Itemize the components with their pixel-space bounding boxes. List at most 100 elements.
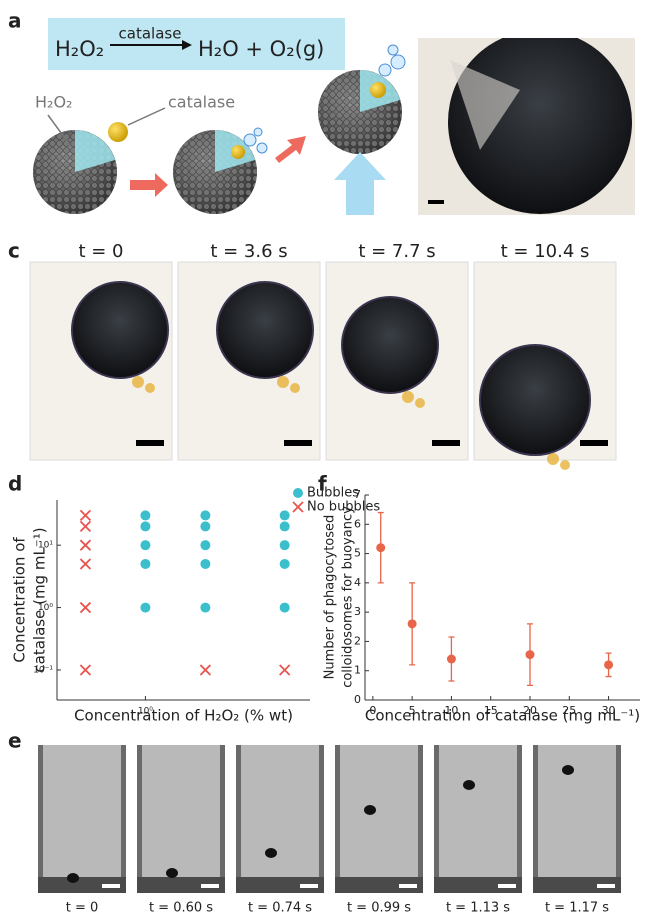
marker [140,540,150,550]
catalase-droplet [277,376,289,388]
colloidosome [67,873,79,883]
y-axis-label: Number of phagocytosed [323,515,338,680]
marker [200,603,210,613]
colloidosome [562,765,574,775]
scale-bar [432,440,460,446]
catalase-droplet [402,391,414,403]
time-label: t = 10.4 s [501,241,590,262]
photo-b [418,30,635,215]
marker [200,559,210,569]
catalase-droplet [132,376,144,388]
y-tick-label: 0 [354,693,361,706]
tube-wall [121,745,126,893]
marker [140,521,150,531]
photo-frame [38,745,126,893]
time-label: t = 0.74 s [248,901,312,916]
x-axis-label: Concentration of H₂O₂ (% wt) [74,707,293,725]
marker [140,603,150,613]
marker [280,521,290,531]
photo-frame [236,745,324,893]
scale-bar [498,884,516,888]
tube-wall [319,745,324,893]
h2o2-label: H₂O₂ [35,93,72,112]
marker [280,559,290,569]
y-axis-label: catalase (mg mL⁻¹) [31,527,49,672]
scale-bar [284,440,312,446]
tube-wall [434,745,439,893]
catalase-droplet [145,383,155,393]
time-label: t = 0.99 s [347,901,411,916]
tube-wall [236,745,241,893]
tube-wall [418,745,423,893]
photo-frame [137,745,225,893]
colloidosome [463,780,475,790]
photo-frame [434,745,522,893]
marker [280,510,290,520]
colloidosome [265,848,277,858]
tube-wall [38,745,43,893]
time-label: t = 1.17 s [545,901,609,916]
x-axis-label: Concentration of catalase (mg mL⁻¹) [365,707,640,725]
catalase-droplet [415,398,425,408]
y-axis-label: colloidosomes for buoyancy [341,506,356,688]
colloidosome [364,805,376,815]
panel-label: a [8,9,22,33]
tube-wall [335,745,340,893]
marker [447,655,456,664]
marker [604,660,613,669]
scale-bar [597,884,615,888]
sphere-1 [33,130,117,214]
photo-frame [335,745,423,893]
scale-bar [300,884,318,888]
y-tick-label: 7 [354,488,361,501]
catalase-particle [108,122,128,142]
time-label: t = 0 [66,901,99,916]
scale-bar [399,884,417,888]
catalase-droplet [560,460,570,470]
tube-wall [137,745,142,893]
time-label: t = 1.13 s [446,901,510,916]
scale-bar [428,200,444,204]
catalase-label: catalase [168,93,235,112]
tube-wall [220,745,225,893]
marker [280,540,290,550]
colloidosome [480,345,590,455]
tube-wall [616,745,621,893]
reactant: H₂O₂ [55,37,104,61]
marker [200,540,210,550]
scale-bar [201,884,219,888]
panel-label: d [8,472,22,496]
marker [526,650,535,659]
marker [140,510,150,520]
catalase-droplet [290,383,300,393]
marker [200,521,210,531]
scale-bar [136,440,164,446]
colloidosome [342,297,438,393]
legend-marker [293,488,303,498]
time-label: t = 0.60 s [149,901,213,916]
time-label: t = 3.6 s [210,241,287,262]
time-label: t = 7.7 s [358,241,435,262]
colloidosome [217,282,313,378]
time-label: t = 0 [78,241,123,262]
panel-label: e [8,729,22,753]
marker [140,559,150,569]
marker [200,510,210,520]
figure: a H₂O₂ catalase H₂O + O₂(g) H₂O₂ catalas… [0,0,645,917]
colloidosome [72,282,168,378]
photo-frame [533,745,621,893]
catalase-droplet [547,453,559,465]
scale-bar [102,884,120,888]
y-axis-label: Concentration of [11,537,29,663]
products: H₂O + O₂(g) [198,37,324,61]
panel-label: c [8,239,20,263]
scale-bar [580,440,608,446]
legend-label: Bubbles [307,486,359,501]
enzyme: catalase [119,25,182,43]
marker [280,603,290,613]
marker [376,543,385,552]
colloidosome [166,868,178,878]
tube-wall [517,745,522,893]
marker [408,619,417,628]
tube-wall [533,745,538,893]
